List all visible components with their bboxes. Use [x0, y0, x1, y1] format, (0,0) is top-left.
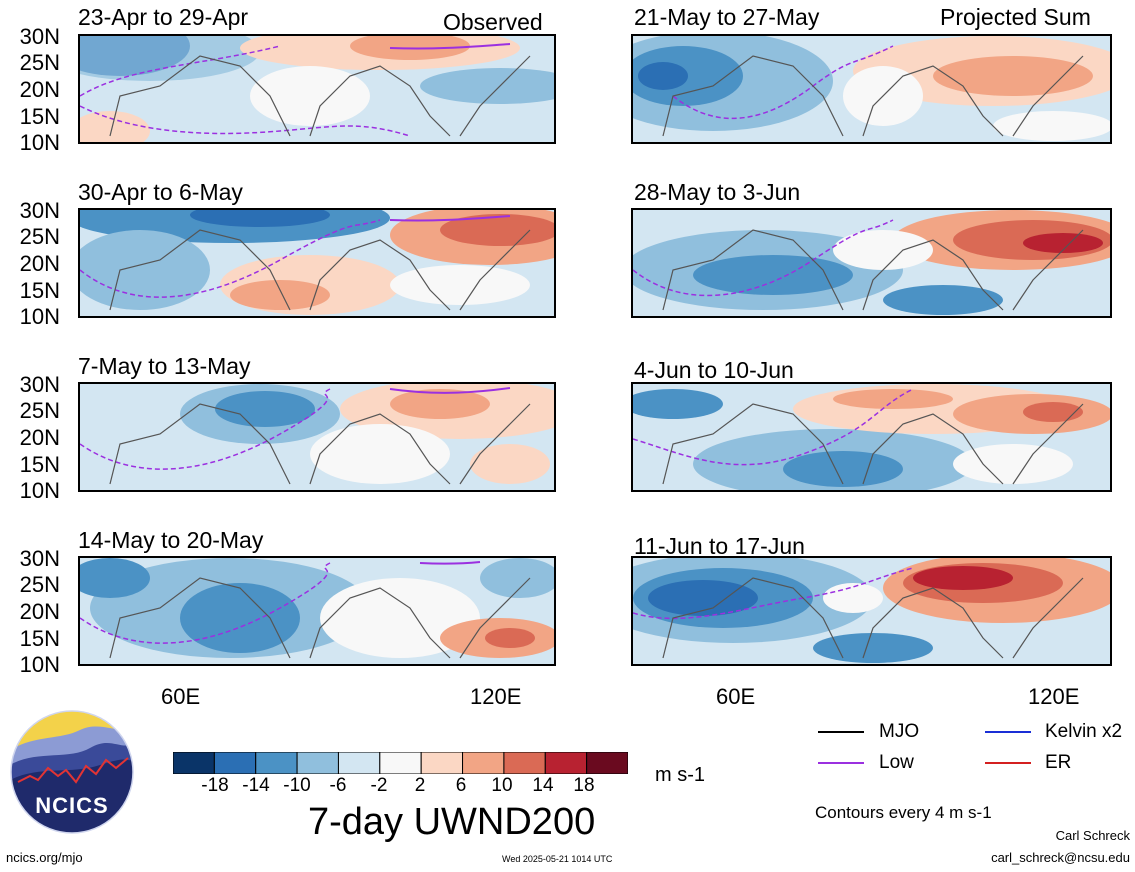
- lon-label: 120E: [1028, 684, 1080, 709]
- colorbar-units: m s-1: [655, 764, 705, 786]
- lat-label: 15N: [19, 626, 60, 651]
- map-panel-5: [631, 208, 1112, 318]
- lat-label: 30N: [19, 24, 60, 49]
- colorbar-swatch: [462, 751, 505, 775]
- colorbar-swatch: [172, 751, 215, 775]
- colorbar-swatch: [337, 751, 381, 775]
- lon-label: 120E: [470, 684, 522, 709]
- panel-title: 7-May to 13-May: [78, 353, 251, 379]
- legend-label-kelvin: Kelvin x2: [1045, 721, 1123, 742]
- colorbar-swatch: [420, 751, 464, 775]
- projected-sum-label: Projected Sum: [940, 4, 1091, 30]
- lat-label: 25N: [19, 224, 60, 249]
- map-panel-0: [78, 34, 556, 144]
- lat-label: 25N: [19, 398, 60, 423]
- legend-label-low: Low: [879, 752, 914, 773]
- colorbar-swatch: [213, 751, 257, 775]
- legend-line-low: [818, 762, 864, 764]
- colorbar-swatch: [255, 751, 298, 775]
- map-panel-3: [78, 556, 556, 666]
- map-panel-6: [631, 382, 1112, 492]
- map-panel-4: [631, 34, 1112, 144]
- colorbar-tick: 14: [532, 775, 554, 796]
- map-panel-2: [78, 382, 556, 492]
- ncics-logo: NCICS: [10, 710, 134, 834]
- legend-label-er: ER: [1045, 752, 1072, 773]
- footer-author: Carl Schreck: [1055, 828, 1130, 843]
- lat-label: 30N: [19, 546, 60, 571]
- lat-label: 20N: [19, 251, 60, 276]
- lat-label: 20N: [19, 425, 60, 450]
- lon-label: 60E: [161, 684, 201, 709]
- lat-label: 20N: [19, 599, 60, 624]
- lat-label: 15N: [19, 452, 60, 477]
- footer-timestamp: Wed 2025-05-21 1014 UTC: [502, 854, 613, 864]
- legend-line-er: [985, 762, 1031, 764]
- panel-title: 11-Jun to 17-Jun: [634, 533, 805, 559]
- figure-title: 7-day UWND200: [308, 801, 596, 843]
- colorbar-tick: 10: [491, 775, 513, 796]
- panel-title: 14-May to 20-May: [78, 527, 264, 553]
- panel-title: 23-Apr to 29-Apr: [78, 4, 249, 30]
- lat-label: 10N: [19, 130, 60, 155]
- panel-title: 21-May to 27-May: [634, 4, 820, 30]
- colorbar-swatch: [544, 751, 588, 775]
- colorbar-tick: 2: [414, 775, 426, 796]
- map-panel-7: [631, 556, 1112, 666]
- legend-line-kelvin: [985, 731, 1031, 733]
- lat-label: 15N: [19, 278, 60, 303]
- lat-label: 30N: [19, 372, 60, 397]
- lat-label: 10N: [19, 652, 60, 677]
- lat-label: 20N: [19, 77, 60, 102]
- colorbar-tick: -14: [242, 775, 270, 796]
- colorbar-tick: 6: [455, 775, 467, 796]
- lat-label: 30N: [19, 198, 60, 223]
- footer-email: carl_schreck@ncsu.edu: [991, 850, 1130, 865]
- observed-label: Observed: [443, 9, 543, 35]
- colorbar-swatch: [379, 751, 422, 775]
- lon-label: 60E: [716, 684, 756, 709]
- legend-label-mjo: MJO: [879, 721, 920, 742]
- lat-label: 25N: [19, 50, 60, 75]
- legend-line-mjo: [818, 731, 864, 733]
- colorbar: [172, 751, 629, 779]
- colorbar-swatch: [296, 751, 339, 775]
- lat-label: 25N: [19, 572, 60, 597]
- colorbar-tick: -6: [329, 775, 347, 796]
- colorbar-swatch: [586, 751, 629, 775]
- panel-title: 30-Apr to 6-May: [78, 179, 243, 205]
- colorbar-swatch: [503, 751, 546, 775]
- panel-title: 28-May to 3-Jun: [634, 179, 801, 205]
- footer-url: ncics.org/mjo: [6, 850, 83, 865]
- colorbar-tick: -10: [283, 775, 311, 796]
- colorbar-tick: 18: [573, 775, 595, 796]
- lat-label: 10N: [19, 304, 60, 329]
- lat-label: 15N: [19, 104, 60, 129]
- map-panel-1: [78, 208, 556, 318]
- logo-text: NCICS: [35, 793, 109, 818]
- colorbar-tick: -18: [201, 775, 229, 796]
- colorbar-tick: -2: [370, 775, 388, 796]
- lat-label: 10N: [19, 478, 60, 503]
- panel-title: 4-Jun to 10-Jun: [634, 357, 794, 383]
- contour-note: Contours every 4 m s-1: [815, 803, 992, 822]
